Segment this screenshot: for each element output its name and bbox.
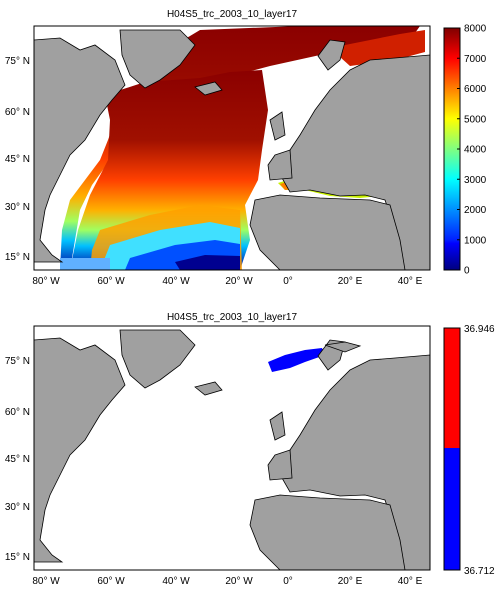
panel-1-land bbox=[34, 29, 430, 270]
lat-tick-45n: 45° N bbox=[5, 154, 30, 165]
lon-tick-40e: 40° E bbox=[398, 576, 423, 587]
map-panel-1: H04S5_trc_2003_10_layer17 bbox=[5, 9, 487, 287]
colorbar-1-tick-label: 5000 bbox=[464, 114, 487, 125]
panel-2-lat-ticks: 75° N 60° N 45° N 30° N 15° N bbox=[5, 356, 30, 563]
lon-tick-20w: 20° W bbox=[225, 576, 253, 587]
panel-2-frame bbox=[33, 325, 431, 571]
lon-tick-80w: 80° W bbox=[32, 576, 60, 587]
scandinavia bbox=[317, 39, 346, 71]
lon-tick-60w: 60° W bbox=[97, 576, 125, 587]
panel-1-colorbar: 8000 7000 6000 5000 4000 3000 2000 1000 0 bbox=[443, 24, 487, 277]
colorbar-1-tick-label: 7000 bbox=[464, 54, 487, 65]
panel-1-frame bbox=[33, 25, 431, 271]
iceland bbox=[194, 381, 223, 396]
british-isles bbox=[269, 111, 286, 141]
colorbar-2-frame bbox=[443, 327, 461, 571]
colorbar-1-tick-label: 1000 bbox=[464, 235, 487, 246]
tracer-field-barents bbox=[330, 30, 425, 66]
lon-tick-40w: 40° W bbox=[162, 276, 190, 287]
colorbar-1-tick-label: 0 bbox=[464, 266, 470, 277]
colorbar-1-tick-label: 3000 bbox=[464, 175, 487, 186]
africa bbox=[249, 194, 406, 270]
tracer-field-deep-blue bbox=[175, 255, 240, 270]
panel-1-lat-ticks: 75° N 60° N 45° N 30° N 15° N bbox=[5, 56, 30, 263]
lon-tick-20w: 20° W bbox=[225, 276, 253, 287]
greenland bbox=[119, 329, 196, 389]
panel-2-colorbar: 36.946 36.712 bbox=[443, 324, 495, 577]
lon-tick-60w: 60° W bbox=[97, 276, 125, 287]
lon-tick-20e: 20° E bbox=[338, 276, 363, 287]
iceland bbox=[194, 81, 223, 96]
lon-tick-40w: 40° W bbox=[162, 576, 190, 587]
panel-2-field bbox=[34, 329, 430, 570]
iberia bbox=[267, 149, 293, 181]
colorbar-1-tick-label: 2000 bbox=[464, 205, 487, 216]
lat-tick-60n: 60° N bbox=[5, 407, 30, 418]
panel-2-land bbox=[34, 329, 430, 570]
lat-tick-15n: 15° N bbox=[5, 552, 30, 563]
colorbar-2-blue-band bbox=[444, 448, 460, 570]
north-america bbox=[34, 37, 126, 263]
iberia bbox=[267, 449, 293, 481]
africa bbox=[249, 494, 406, 570]
lon-tick-20e: 20° E bbox=[338, 576, 363, 587]
tracer-field-blue-patch bbox=[268, 348, 325, 372]
lat-tick-75n: 75° N bbox=[5, 356, 30, 367]
lat-tick-75n: 75° N bbox=[5, 56, 30, 67]
lat-tick-30n: 30° N bbox=[5, 502, 30, 513]
tracer-field-caribbean bbox=[60, 258, 110, 270]
lon-tick-40e: 40° E bbox=[398, 276, 423, 287]
panel-2-lon-ticks: 80° W 60° W 40° W 20° W 0° 20° E 40° E bbox=[32, 576, 422, 587]
map-panel-2: H04S5_trc_2003_10_layer17 75° N 60° N 45… bbox=[5, 312, 495, 587]
lon-tick-0: 0° bbox=[283, 276, 293, 287]
lat-tick-30n: 30° N bbox=[5, 202, 30, 213]
panel-1-title: H04S5_trc_2003_10_layer17 bbox=[167, 9, 298, 20]
panel-1-field bbox=[34, 26, 430, 270]
colorbar-2-min-label: 36.712 bbox=[464, 566, 495, 577]
colorbar-2-red-band bbox=[444, 328, 460, 448]
colorbar-2-max-label: 36.946 bbox=[464, 324, 495, 335]
lon-tick-80w: 80° W bbox=[32, 276, 60, 287]
lat-tick-15n: 15° N bbox=[5, 252, 30, 263]
british-isles bbox=[269, 411, 286, 441]
north-america bbox=[34, 337, 126, 563]
panel-2-title: H04S5_trc_2003_10_layer17 bbox=[167, 312, 298, 323]
colorbar-1-tick-label: 4000 bbox=[464, 145, 487, 156]
panel-1-lon-ticks: 80° W 60° W 40° W 20° W 0° 20° E 40° E bbox=[32, 276, 422, 287]
lat-tick-60n: 60° N bbox=[5, 107, 30, 118]
lon-tick-0: 0° bbox=[283, 576, 293, 587]
lat-tick-45n: 45° N bbox=[5, 454, 30, 465]
svalbard bbox=[324, 341, 362, 353]
colorbar-1-ticks: 8000 7000 6000 5000 4000 3000 2000 1000 0 bbox=[457, 24, 487, 277]
greenland bbox=[119, 29, 196, 89]
colorbar-1-tick-label: 6000 bbox=[464, 84, 487, 95]
colorbar-1-tick-label: 8000 bbox=[464, 24, 487, 35]
